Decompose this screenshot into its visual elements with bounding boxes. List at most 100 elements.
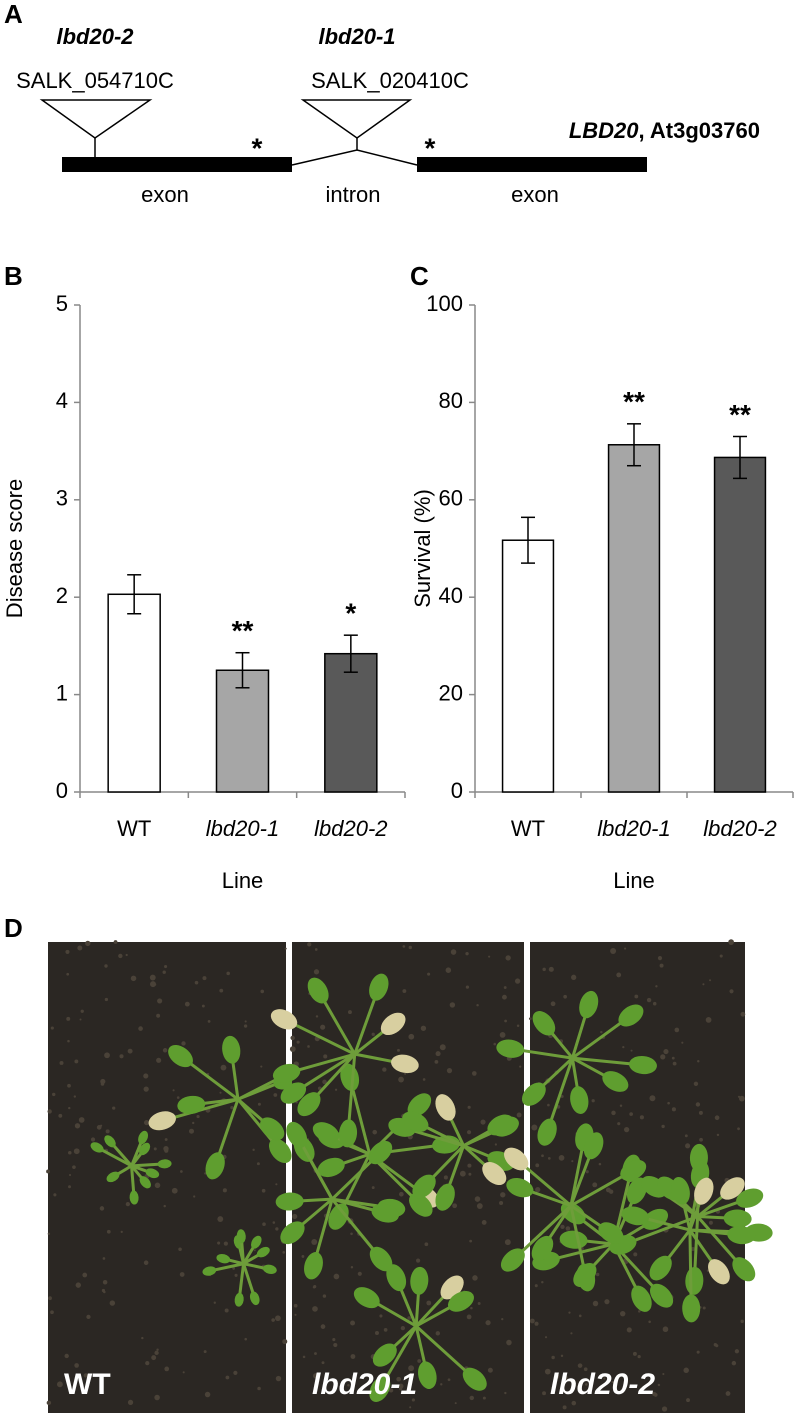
soil-grain — [164, 1366, 170, 1372]
soil-grain — [472, 1275, 478, 1281]
leaf — [412, 1174, 436, 1199]
soil-grain — [714, 1115, 720, 1121]
soil-grain — [402, 989, 407, 993]
leaf — [260, 1117, 285, 1141]
leaf — [631, 1285, 652, 1312]
x-tick-label: WT — [117, 816, 151, 841]
soil-grain — [702, 983, 705, 986]
soil-grain — [314, 1352, 317, 1355]
soil-grain — [501, 1318, 504, 1321]
soil-grain — [312, 1373, 319, 1379]
soil-grain — [260, 989, 265, 994]
soil-grain — [481, 1220, 487, 1225]
soil-grain — [729, 989, 734, 994]
soil-grain — [180, 1170, 183, 1173]
soil-grain — [541, 1280, 544, 1284]
soil-grain — [619, 1310, 626, 1317]
soil-grain — [467, 1163, 472, 1168]
leaf — [312, 1122, 340, 1143]
soil-grain — [558, 1155, 565, 1161]
soil-grain — [504, 1019, 507, 1023]
allele-label: lbd20-2 — [56, 24, 134, 49]
soil-grain — [617, 1122, 621, 1126]
exon — [62, 157, 292, 172]
leaf — [369, 973, 389, 1001]
soil-grain — [176, 1096, 180, 1099]
leaf — [708, 1259, 730, 1285]
soil-grain — [516, 1112, 522, 1118]
soil-grain — [68, 1150, 72, 1155]
soil-grain — [439, 1044, 446, 1051]
soil-grain — [603, 1377, 606, 1380]
soil-grain — [102, 1257, 106, 1260]
soil-grain — [411, 1398, 415, 1402]
soil-grain — [382, 1067, 387, 1072]
soil-grain — [172, 1089, 175, 1092]
soil-grain — [138, 1026, 143, 1031]
leaf — [671, 1176, 690, 1205]
soil-grain — [58, 1113, 63, 1118]
soil-grain — [465, 951, 469, 956]
soil-grain — [312, 1306, 318, 1312]
soil-grain — [407, 1316, 412, 1320]
soil-grain — [469, 1239, 473, 1243]
leaf — [559, 1230, 588, 1249]
leaf — [732, 1257, 756, 1282]
soil-grain — [253, 1249, 256, 1252]
soil-grain — [153, 1147, 157, 1151]
leaf — [272, 1063, 301, 1083]
soil-grain — [74, 1123, 81, 1129]
soil-grain — [244, 1020, 247, 1023]
soil-grain — [171, 1187, 178, 1194]
x-tick-label: lbd20-1 — [597, 816, 670, 841]
soil-grain — [695, 1102, 701, 1107]
soil-grain — [156, 1013, 161, 1018]
soil-grain — [154, 1394, 160, 1401]
soil-grain — [73, 1095, 77, 1098]
leaf — [307, 977, 329, 1004]
soil-grain — [149, 974, 156, 981]
soil-grain — [82, 1272, 88, 1278]
soil-grain — [67, 1083, 71, 1088]
soil-grain — [130, 975, 137, 982]
soil-grain — [143, 1073, 149, 1079]
soil-grain — [571, 974, 577, 980]
soil-grain — [494, 1143, 498, 1146]
soil-grain — [143, 1086, 149, 1092]
leaf — [286, 1121, 308, 1148]
x-tick-label: lbd20-1 — [206, 816, 279, 841]
bar — [324, 652, 378, 793]
y-tick-label: 40 — [439, 583, 463, 608]
soil-grain — [119, 1054, 124, 1059]
soil-grain — [181, 1041, 186, 1046]
soil-grain — [275, 1183, 278, 1186]
soil-grain — [661, 1406, 668, 1412]
soil-grain — [374, 1331, 379, 1336]
soil-grain — [74, 1059, 79, 1064]
leaf — [649, 1255, 672, 1281]
leaf — [736, 1188, 764, 1208]
soil-grain — [101, 1288, 106, 1293]
soil-grain — [127, 1048, 133, 1054]
soil-grain — [388, 1388, 394, 1393]
soil-grain — [154, 1182, 161, 1189]
soil-grain — [422, 1078, 426, 1081]
leaf — [168, 1045, 193, 1068]
soil-grain — [570, 1332, 573, 1335]
leaf — [410, 1266, 429, 1295]
soil-grain — [357, 1271, 362, 1276]
leaf — [531, 1235, 554, 1262]
soil-grain — [681, 1041, 684, 1044]
soil-grain — [47, 1109, 52, 1114]
soil-grain — [225, 1375, 230, 1380]
soil-grain — [449, 1002, 456, 1008]
insertion-triangle — [300, 99, 413, 139]
soil-grain — [542, 967, 546, 972]
soil-grain — [504, 1391, 507, 1395]
leaf — [369, 1246, 393, 1272]
leaf — [216, 1253, 231, 1264]
leaf — [649, 1283, 674, 1308]
soil-grain — [243, 1024, 248, 1028]
soil-grain — [164, 964, 168, 969]
soil-grain — [322, 1294, 327, 1298]
